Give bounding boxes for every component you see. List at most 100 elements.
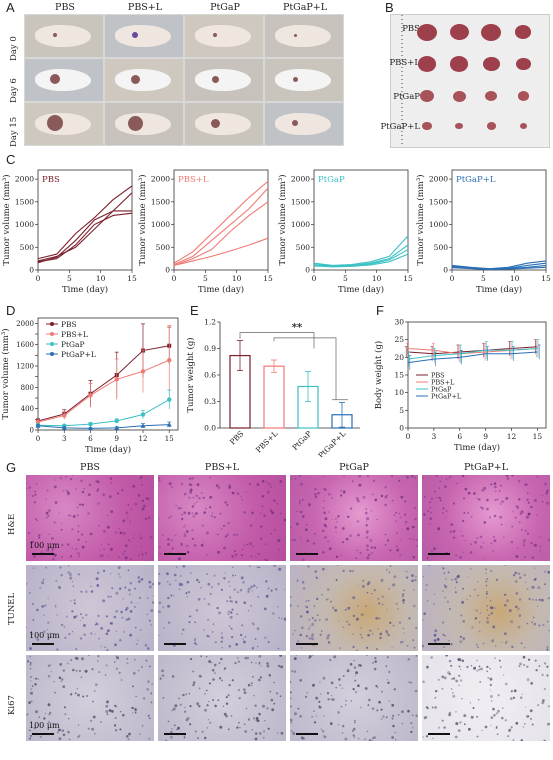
series-line [37,359,170,423]
x-tick-label: 0 [36,274,41,283]
g-head-pbs: PBS [80,462,100,473]
data-point [62,413,67,418]
ruler [401,15,403,147]
series-line [173,180,269,264]
scale-bar [164,643,186,645]
mouse-photo [24,58,104,102]
x-axis-label: Time (day) [198,284,244,295]
scale-bar [296,643,318,645]
cell-speckle [422,655,550,741]
data-point [167,397,172,402]
b-label-pbs: PBS [402,24,420,34]
excised-tumor [515,57,531,71]
y-tick-label: 500 [296,243,311,252]
panel-label-c: C [6,152,16,167]
panel-label-f: F [376,303,384,318]
y-tick-label: 2000 [429,175,448,184]
data-point [166,422,172,427]
data-point [140,423,146,428]
mouse-photo [24,102,104,146]
x-tick-label: 5 [481,274,486,283]
y-tick-label: 500 [20,243,35,252]
category-label: PBS+L [254,429,279,454]
chart-title: PtGaP [318,175,345,185]
y-tick-label: 1200 [16,363,34,371]
series-line [451,266,547,271]
legend-label: PtGaP+L [431,393,462,401]
y-tick-label: 1600 [16,341,34,349]
cell-speckle [290,475,418,561]
histology-image [290,565,418,651]
histology-image [158,655,286,741]
series-line [37,212,133,263]
sig-bracket [239,332,315,349]
panel-label-b: B [385,0,394,15]
x-tick-label: 3 [62,435,66,443]
cell-speckle [26,475,153,561]
panel-label-e: E [190,303,199,318]
series-line [173,237,269,266]
mouse-photo [104,102,184,146]
y-tick-label: 1000 [15,220,34,229]
y-tick-label: 30 [394,318,404,327]
y-tick-label: 500 [434,243,449,252]
excised-tumor [486,122,496,130]
y-tick-label: 500 [156,243,171,252]
col-head-pbsl: PBS+L [127,2,163,13]
significance-label: ** [292,323,303,334]
plot-frame [407,321,547,429]
excised-tumor [517,91,529,101]
excised-tumor [481,23,501,41]
tumor-spot [47,115,63,131]
y-tick-label: 0 [305,266,310,275]
x-axis-label: Time (day) [85,444,131,455]
scale-bar [32,733,54,735]
category-label: PtGaP [290,429,313,452]
scale-bar [164,733,186,735]
y-tick-label: 5 [399,406,404,415]
g-row-tunel: TUNEL [7,592,17,625]
chart-c-ptgap: 0 5 10 15 0 500 1000 1500 2000 Time (day) Tumor vo… [277,169,413,295]
histology-image [422,565,550,651]
y-tick-label: 1500 [15,197,34,206]
mouse-photo [264,102,344,146]
tumor-spot [211,75,219,83]
x-tick-label: 15 [165,435,174,443]
excised-tumor [418,56,436,72]
excised-tumor [519,123,527,129]
x-tick-label: 0 [406,432,411,441]
chart-c-pbs: 0 5 10 15 0 500 1000 1500 2000 Time (day) Tumor vo… [1,169,137,295]
mouse-body [195,113,251,135]
data-point [114,377,119,382]
x-tick-label: 5 [203,274,208,283]
mouse-body [35,25,91,47]
panel-label-g: G [6,460,17,475]
y-tick-label: 1000 [291,220,310,229]
g-head-pbsl: PBS+L [204,462,240,473]
mouse-photo [104,58,184,102]
cell-speckle [158,476,286,561]
data-point [88,425,93,431]
y-tick-label: 0.6 [204,371,216,380]
plot-frame [37,317,179,431]
tumor-spot [213,33,217,37]
y-tick-label: 0.9 [204,344,216,353]
scale-label: 100 μm [29,541,60,550]
mouse-photo [104,14,184,58]
scale-bar [296,553,318,555]
g-row-he: H&E [7,513,17,535]
mouse-body [115,69,171,91]
y-tick-label: 1500 [291,197,310,206]
y-tick-label: 1500 [429,197,448,206]
y-tick-label: 10 [394,388,404,397]
tumor-spot [210,118,220,128]
plot-frame [313,169,409,271]
histology-image [290,655,418,741]
chart-title: PBS+L [178,175,209,185]
x-tick-label: 15 [403,274,413,283]
legend-label: PBS+L [431,379,455,387]
legend-label: PtGaP+L [61,350,96,359]
histology-image [422,655,550,741]
g-head-ptgapl: PtGaP+L [463,462,509,473]
category-label: PtGaP+L [316,429,347,457]
